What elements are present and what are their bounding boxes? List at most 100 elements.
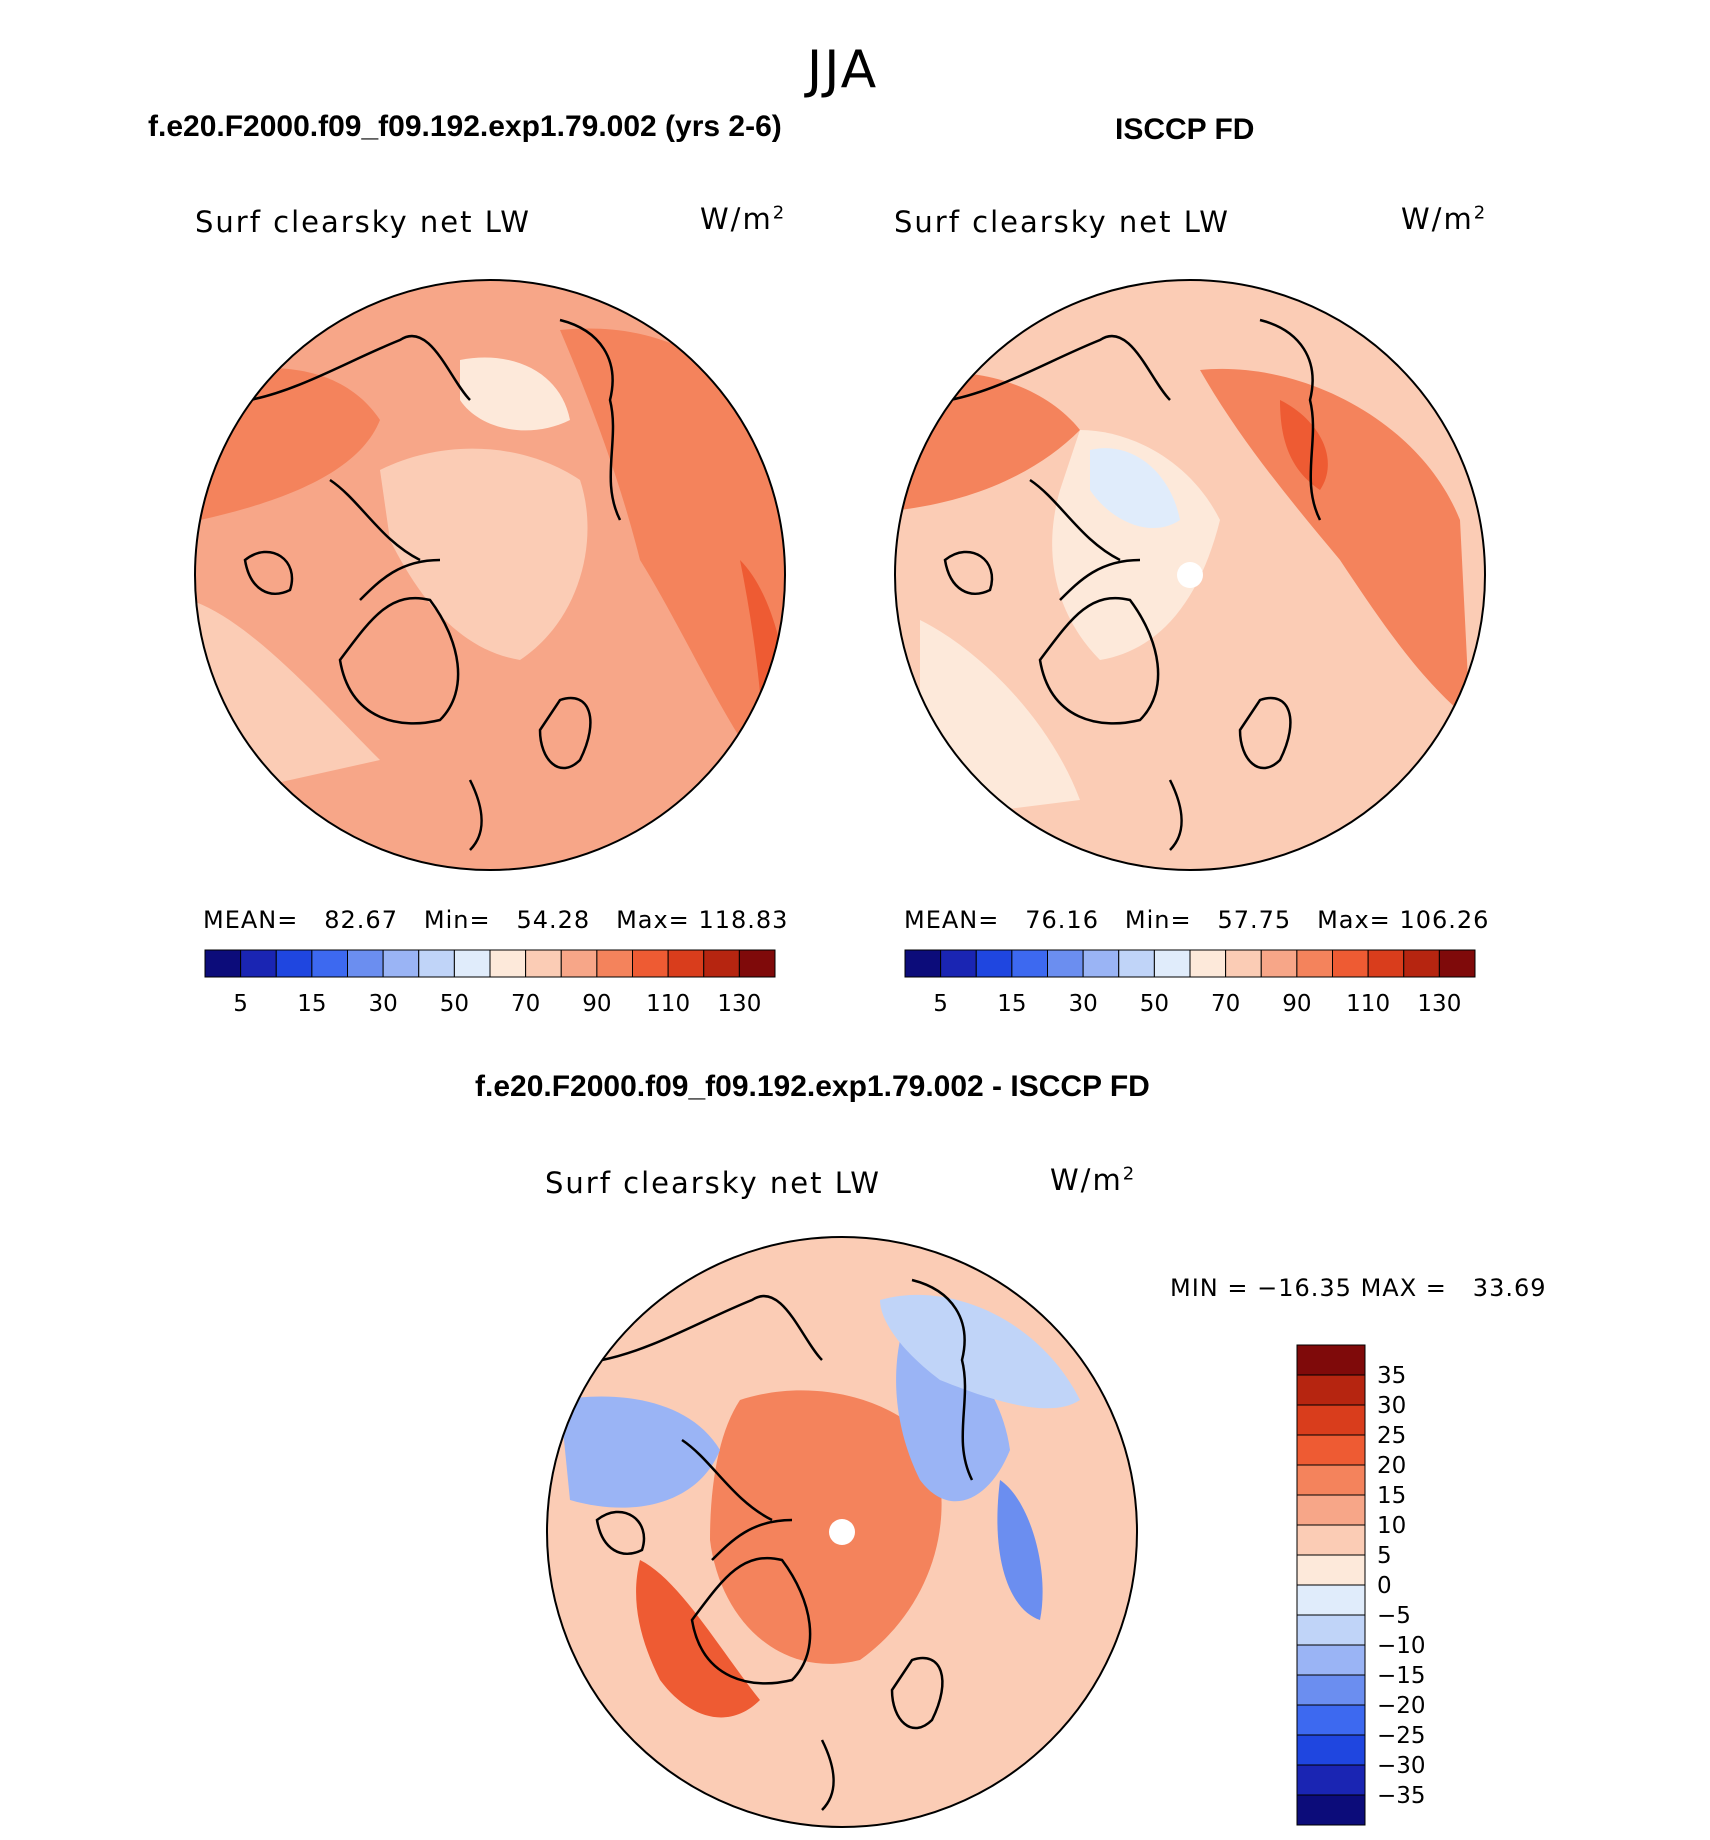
model-coast-siberia xyxy=(559,318,622,521)
obs-map xyxy=(894,279,1486,871)
model-colorbar-tick-label: 90 xyxy=(582,991,611,1017)
model-colorbar-tick-label: 130 xyxy=(717,991,761,1017)
diff-panel-title: f.e20.F2000.f09_f09.192.exp1.79.002 - IS… xyxy=(475,1070,1150,1103)
diff-coast-britain xyxy=(820,1739,835,1811)
obs-colorbar-tick-label: 5 xyxy=(933,991,948,1017)
diff-colorbar-tick-label: −15 xyxy=(1377,1663,1426,1689)
model-coast-hudson xyxy=(243,550,294,595)
diff-coastlines xyxy=(595,1278,974,1811)
obs-colorbar-swatch xyxy=(1403,949,1440,978)
obs-field-siberia-high xyxy=(1280,400,1328,490)
model-coast-britain xyxy=(468,779,483,851)
obs-colorbar-tick-label: 50 xyxy=(1140,991,1169,1017)
model-variable-label: Surf clearsky net LW xyxy=(195,205,531,239)
obs-colorbar-tick-label: 90 xyxy=(1282,991,1311,1017)
diff-colorbar-swatch xyxy=(1296,1764,1366,1796)
model-colorbar: 5 15 30 50 70 90 110 130 xyxy=(204,949,776,1017)
model-colorbar-swatch xyxy=(738,949,776,978)
obs-colorbar-tick-label: 110 xyxy=(1346,991,1390,1017)
model-coast-scandinavia xyxy=(538,696,592,770)
diff-colorbar-tick-label: −5 xyxy=(1377,1603,1411,1629)
obs-colorbar-swatch xyxy=(1225,949,1262,978)
diff-coast-archipelago xyxy=(681,1438,793,1561)
diff-stats: MIN = −16.35 MAX = 33.69 xyxy=(1170,1274,1547,1302)
obs-panel-title: ISCCP FD xyxy=(1115,113,1255,146)
model-map-border xyxy=(194,279,786,871)
diff-map xyxy=(546,1236,1138,1828)
diff-colorbar-swatch xyxy=(1296,1434,1366,1466)
diff-colorbar-swatch xyxy=(1296,1704,1366,1736)
model-colorbar-swatch xyxy=(489,949,527,978)
obs-coast-greenland xyxy=(1038,596,1160,725)
obs-colorbar-tick-label: 15 xyxy=(997,991,1026,1017)
obs-coastlines xyxy=(943,318,1322,851)
obs-coast-alaska xyxy=(949,334,1171,402)
obs-colorbar-swatch xyxy=(1367,949,1405,978)
obs-coast-hudson xyxy=(943,550,994,595)
diff-colorbar-swatch xyxy=(1296,1524,1366,1556)
obs-pole-hole xyxy=(1177,562,1203,588)
model-colorbar-swatch xyxy=(275,949,313,978)
diff-colorbar-tick-label: 25 xyxy=(1377,1423,1406,1449)
diff-colorbar-tick-label: 35 xyxy=(1377,1363,1406,1389)
model-stats: MEAN= 82.67 Min= 54.28 Max= 118.83 xyxy=(203,906,789,934)
diff-colorbar-tick-label: −25 xyxy=(1377,1723,1426,1749)
model-coast-archipelago xyxy=(329,478,441,601)
diff-coast-greenland xyxy=(690,1556,812,1685)
model-field-beaufort xyxy=(460,357,570,431)
obs-colorbar-swatch xyxy=(1438,949,1476,978)
diff-colorbar-tick-label: −10 xyxy=(1377,1633,1426,1659)
diff-colorbar-tick-label: −20 xyxy=(1377,1693,1426,1719)
model-coast-alaska xyxy=(249,334,471,402)
diff-colorbar-tick-label: −30 xyxy=(1377,1753,1426,1779)
obs-colorbar-swatch xyxy=(1296,949,1333,978)
model-colorbar-swatch xyxy=(453,949,491,978)
obs-colorbar-tick-label: 130 xyxy=(1417,991,1461,1017)
diff-colorbar-swatch xyxy=(1296,1494,1366,1526)
diff-coast-scandinavia xyxy=(890,1656,944,1730)
diff-colorbar-swatch xyxy=(1296,1614,1366,1646)
obs-map-border xyxy=(894,279,1486,871)
model-colorbar-swatch xyxy=(240,949,277,978)
obs-coast-britain xyxy=(1168,779,1183,851)
obs-colorbar-swatch xyxy=(940,949,977,978)
diff-field-east-low xyxy=(880,1294,1080,1409)
model-colorbar-swatch xyxy=(204,949,242,978)
diff-colorbar-tick-label: −35 xyxy=(1377,1783,1426,1809)
diff-colorbar-tick-label: 5 xyxy=(1377,1543,1392,1569)
obs-colorbar-tick-label: 70 xyxy=(1211,991,1240,1017)
obs-coast-archipelago xyxy=(1029,478,1141,601)
model-units-label: W/m2 xyxy=(700,202,787,236)
diff-map-border xyxy=(546,1236,1138,1828)
model-colorbar-swatch xyxy=(703,949,740,978)
obs-colorbar-swatch xyxy=(1332,949,1369,978)
obs-colorbar-swatch xyxy=(1260,949,1298,978)
diff-colorbar-tick-label: 0 xyxy=(1377,1573,1392,1599)
obs-variable-label: Surf clearsky net LW xyxy=(894,205,1230,239)
obs-colorbar: 5 15 30 50 70 90 110 130 xyxy=(904,949,1476,1017)
model-colorbar-tick-label: 70 xyxy=(511,991,540,1017)
model-colorbar-tick-label: 110 xyxy=(646,991,690,1017)
obs-colorbar-swatch xyxy=(1153,949,1191,978)
obs-colorbar-swatch xyxy=(1011,949,1048,978)
model-colorbar-swatch xyxy=(347,949,384,978)
diff-colorbar-swatch xyxy=(1296,1644,1366,1676)
diff-field-canada-low xyxy=(560,1396,720,1508)
diff-coast-siberia xyxy=(911,1278,974,1481)
diff-colorbar-swatch xyxy=(1296,1794,1366,1826)
diff-colorbar-tick-label: 30 xyxy=(1377,1393,1406,1419)
obs-field-arctic-low xyxy=(1090,448,1180,529)
model-colorbar-tick-label: 15 xyxy=(297,991,326,1017)
diff-colorbar-swatch xyxy=(1296,1554,1366,1586)
diff-colorbar-swatch xyxy=(1296,1344,1366,1376)
diff-colorbar-swatch xyxy=(1296,1374,1366,1406)
model-panel-title: f.e20.F2000.f09_f09.192.exp1.79.002 (yrs… xyxy=(148,110,782,143)
obs-field-siberia xyxy=(1200,368,1470,720)
diff-colorbar-tick-label: 20 xyxy=(1377,1453,1406,1479)
model-colorbar-swatch xyxy=(596,949,633,978)
model-coast-greenland xyxy=(338,596,460,725)
diff-units-label: W/m2 xyxy=(1050,1163,1137,1197)
diff-colorbar-swatch xyxy=(1296,1404,1366,1436)
model-colorbar-tick-label: 30 xyxy=(368,991,397,1017)
